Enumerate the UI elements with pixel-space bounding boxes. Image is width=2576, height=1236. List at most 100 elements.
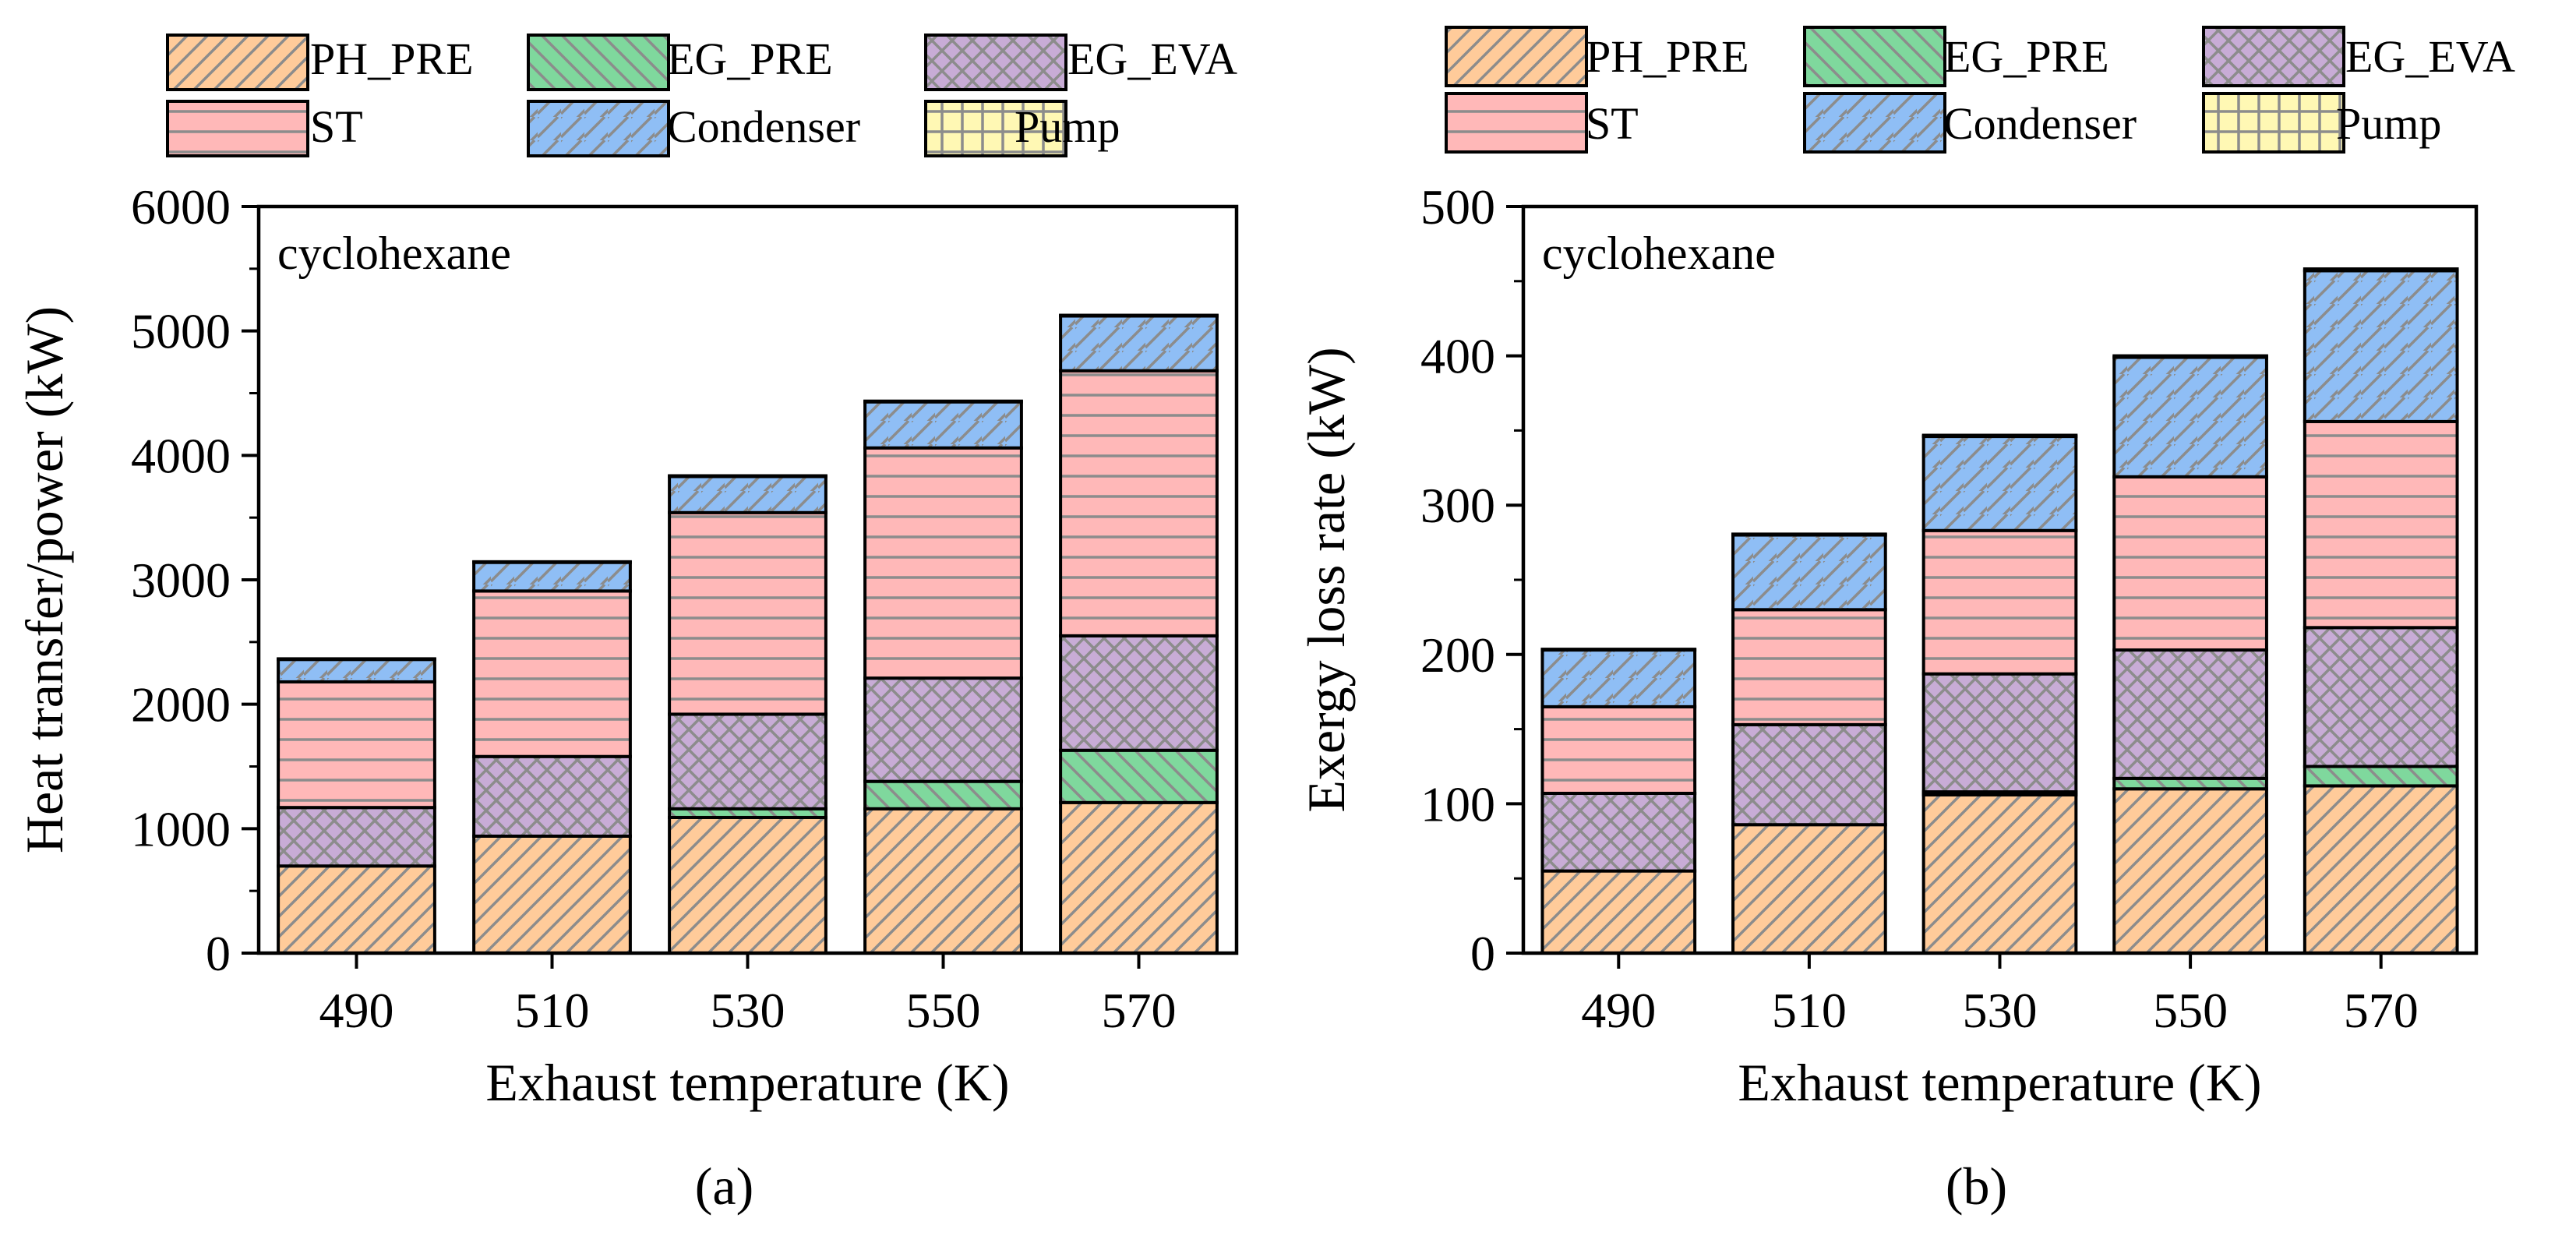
annotation-b: cyclohexane — [1542, 228, 1776, 279]
bar-eg-eva-570-b — [2303, 626, 2459, 768]
bar-st-510-a — [472, 589, 632, 758]
bar-ph-pre-510-b — [1731, 823, 1887, 955]
legend-swatch-ph-pre-a — [166, 34, 309, 91]
bar-condenser-530-b — [1921, 435, 2078, 532]
x-tick-label-570-b: 570 — [2344, 983, 2419, 1038]
y-tick-label-a: 5000 — [131, 304, 231, 359]
bar-ph-pre-550-a — [863, 807, 1023, 955]
bar-pump-510-b — [1731, 532, 1887, 537]
bar-st-530-a — [668, 510, 827, 716]
bar-ph-pre-530-b — [1921, 793, 2078, 955]
x-tick-label-490-a: 490 — [319, 983, 394, 1038]
x-axis-title-a: Exhaust temperature (K) — [485, 1053, 1009, 1112]
x-tick-label-510-a: 510 — [515, 983, 590, 1038]
bar-eg-eva-530-a — [668, 712, 827, 810]
legend-label-ph-pre-b: PH_PRE — [1586, 31, 1749, 82]
y-tick-label-a: 6000 — [131, 179, 231, 235]
legend-swatch-pump-a — [924, 100, 1067, 157]
x-axis-title-b: Exhaust temperature (K) — [1738, 1053, 2261, 1112]
legend-swatch-ph-pre-b — [1445, 26, 1588, 87]
legend-label-eg-eva-a: EG_EVA — [1067, 34, 1237, 84]
legend-label-condenser-b: Condenser — [1943, 98, 2137, 149]
y-tick-label-a: 3000 — [131, 553, 231, 608]
bar-pump-530-b — [1921, 433, 2078, 439]
bar-eg-eva-490-a — [277, 806, 436, 868]
legend-label-pump-b: Pump — [2336, 98, 2441, 149]
bar-eg-eva-510-b — [1731, 722, 1887, 827]
bar-eg-pre-550-a — [863, 779, 1023, 810]
legend-label-condenser-a: Condenser — [667, 101, 860, 152]
bar-eg-eva-490-b — [1540, 791, 1697, 873]
bar-condenser-490-a — [277, 658, 436, 683]
bar-eg-eva-570-a — [1059, 634, 1219, 752]
y-tick-label-a: 1000 — [131, 801, 231, 856]
bar-ph-pre-490-b — [1540, 869, 1697, 955]
chart-panel-a: PH_PRE EG_PRE EG_EVA ST Condenser Pump 490 510 5… — [15, 34, 1239, 1216]
x-tick-label-530-a: 530 — [711, 983, 785, 1038]
legend-swatch-condenser-a — [527, 100, 670, 157]
y-tick-label-a: 2000 — [131, 677, 231, 733]
x-tick-label-530-b: 530 — [1963, 983, 2038, 1038]
bar-condenser-550-a — [863, 400, 1023, 450]
y-tick-label-b: 300 — [1420, 478, 1495, 533]
bar-ph-pre-570-b — [2303, 784, 2459, 955]
legend-swatch-eg-eva-a — [924, 34, 1067, 91]
legend-label-st-a: ST — [310, 101, 363, 152]
y-tick-label-b: 400 — [1420, 329, 1495, 384]
legend-label-eg-eva-b: EG_EVA — [2345, 31, 2515, 82]
bar-st-510-b — [1731, 608, 1887, 726]
legend-label-eg-pre-a: EG_PRE — [667, 34, 833, 84]
bar-condenser-510-b — [1731, 533, 1887, 612]
bar-eg-eva-550-b — [2112, 648, 2268, 780]
x-tick-label-570-a: 570 — [1102, 983, 1177, 1038]
legend-swatch-st-b — [1445, 92, 1588, 154]
bar-condenser-570-b — [2303, 269, 2459, 423]
bar-ph-pre-550-b — [2112, 787, 2268, 955]
bar-ph-pre-570-a — [1059, 800, 1219, 955]
y-tick-label-b: 100 — [1420, 776, 1495, 832]
bar-condenser-490-b — [1540, 648, 1697, 708]
bar-eg-eva-530-b — [1921, 672, 2078, 794]
x-tick-label-510-b: 510 — [1772, 983, 1847, 1038]
bar-st-550-b — [2112, 475, 2268, 652]
annotation-a: cyclohexane — [277, 228, 511, 279]
bar-condenser-530-a — [668, 475, 827, 514]
bar-st-570-b — [2303, 419, 2459, 630]
bar-eg-pre-570-b — [2303, 765, 2459, 788]
bar-pump-550-a — [863, 399, 1023, 404]
legend-swatch-eg-eva-b — [2202, 26, 2345, 87]
y-tick-label-b: 200 — [1420, 627, 1495, 683]
bar-pump-550-b — [2112, 354, 2268, 359]
bar-eg-pre-570-a — [1059, 748, 1219, 804]
bar-st-490-a — [277, 680, 436, 810]
legend-swatch-eg-pre-b — [1803, 26, 1946, 87]
legend-label-st-b: ST — [1586, 98, 1639, 149]
legend-swatch-condenser-b — [1803, 92, 1946, 154]
bar-eg-eva-510-a — [472, 754, 632, 838]
bar-st-550-a — [863, 446, 1023, 680]
y-tick-label-b: 500 — [1420, 179, 1495, 235]
legend-swatch-pump-b — [2202, 92, 2345, 154]
bar-ph-pre-490-a — [277, 864, 436, 955]
bar-pump-490-b — [1540, 648, 1697, 652]
x-tick-label-490-b: 490 — [1581, 983, 1656, 1038]
bar-condenser-550-b — [2112, 355, 2268, 479]
legend-swatch-eg-pre-a — [527, 34, 670, 91]
y-axis-title-b: Exergy loss rate (kW) — [1297, 347, 1356, 812]
panel-label-a: (a) — [695, 1157, 753, 1216]
y-tick-label-a: 4000 — [131, 428, 231, 483]
bar-pump-530-a — [668, 474, 827, 479]
y-tick-label-a: 0 — [206, 926, 231, 981]
bar-st-530-b — [1921, 528, 2078, 676]
bar-st-570-a — [1059, 369, 1219, 637]
legend-label-eg-pre-b: EG_PRE — [1943, 31, 2109, 82]
y-tick-label-b: 0 — [1470, 926, 1495, 981]
bar-condenser-510-a — [472, 560, 632, 593]
bar-eg-pre-550-b — [2112, 776, 2268, 791]
x-tick-label-550-b: 550 — [2153, 983, 2228, 1038]
chart-panel-b: PH_PRE EG_PRE EG_EVA ST Condenser Pump 490 510 5… — [1297, 26, 2515, 1216]
bar-ph-pre-510-a — [472, 834, 632, 955]
legend-label-ph-pre-a: PH_PRE — [310, 34, 474, 84]
bar-st-490-b — [1540, 705, 1697, 795]
